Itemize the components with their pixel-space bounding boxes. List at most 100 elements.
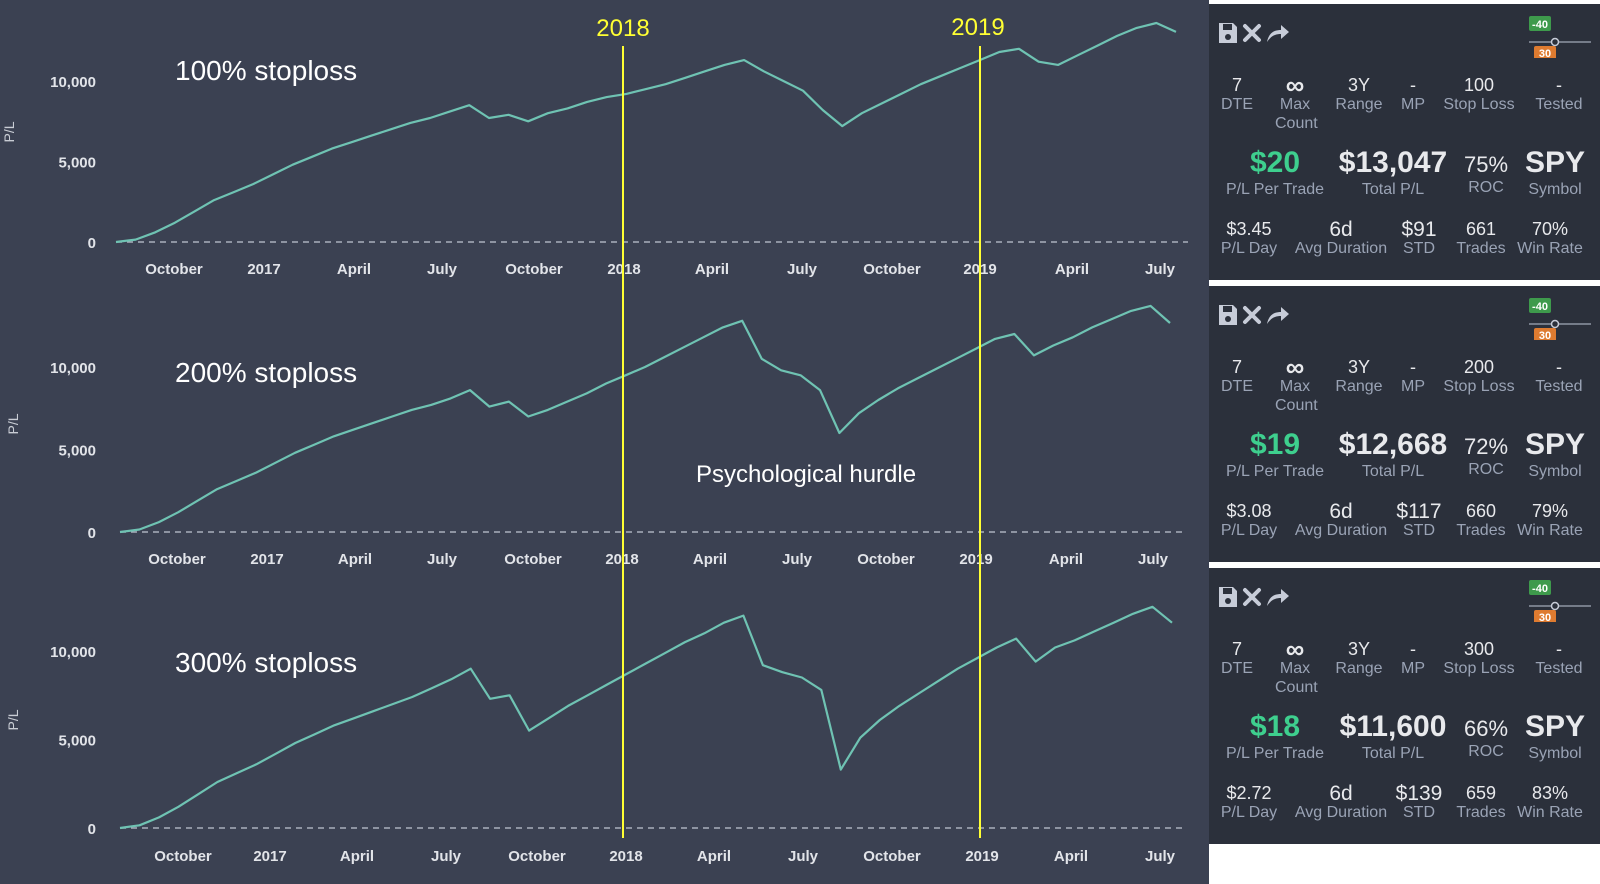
param-value: 3Y (1347, 639, 1371, 659)
param-tested: - Tested (1514, 358, 1600, 396)
y-axis-label: P/L (1, 121, 17, 142)
param-value: ∞ (1285, 634, 1305, 664)
param-dte: 7 DTE (1192, 640, 1282, 678)
metric-value: 6d (1329, 782, 1353, 805)
year-2018-label: 2018 (596, 15, 649, 42)
stats-panel: -40 30 7 DTE ∞ Max Count 3Y Range - MP 200 Stop Los… (1209, 286, 1600, 562)
x-tick-label: April (338, 551, 372, 568)
x-tick-label: July (431, 848, 462, 865)
stat-p-l-per-trade: $19 P/L Per Trade (1205, 428, 1345, 481)
stat-symbol: SPY Symbol (1485, 146, 1600, 199)
y-tick-label: 5,000 (58, 155, 96, 172)
param-value: 100 (1463, 75, 1495, 95)
stat-roc: 66% ROC (1416, 710, 1556, 761)
param-label: MP (1401, 660, 1425, 677)
param-label: Max Count (1275, 660, 1318, 696)
slider-lower-value: 30 (1539, 330, 1551, 340)
slider-upper-value: -40 (1532, 583, 1548, 595)
stat-total-p-l: $12,668 Total P/L (1323, 428, 1463, 481)
param-label: Stop Loss (1443, 96, 1515, 113)
stat-value: $11,600 (1339, 710, 1447, 743)
stat-roc: 72% ROC (1416, 428, 1556, 479)
metric-value: $117 (1396, 500, 1442, 523)
param-value: 300 (1463, 639, 1495, 659)
x-tick-label: April (697, 848, 731, 865)
metric-value: 79% (1531, 501, 1569, 521)
metric-value: 6d (1329, 218, 1353, 241)
metric-label: Trades (1456, 522, 1506, 539)
param-label: MP (1401, 96, 1425, 113)
metric-label: Avg Duration (1294, 240, 1388, 257)
param-max-count: ∞ Max Count (1250, 354, 1340, 415)
x-tick-label: April (1049, 551, 1083, 568)
x-tick-label: July (787, 261, 818, 278)
chart-title: 200% stoploss (175, 357, 357, 388)
close-icon[interactable] (1241, 20, 1263, 46)
metric-label: Avg Duration (1294, 522, 1388, 539)
stat-value: $20 (1249, 146, 1301, 179)
x-tick-label: April (693, 551, 727, 568)
stat-total-p-l: $11,600 Total P/L (1323, 710, 1463, 763)
panel-toolbar (1217, 20, 1289, 46)
param-value: - (1556, 357, 1562, 377)
metric-label: Win Rate (1517, 804, 1583, 821)
metric-label: Win Rate (1517, 522, 1583, 539)
stat-p-l-per-trade: $18 P/L Per Trade (1205, 710, 1345, 763)
metric-label: P/L Day (1220, 522, 1278, 539)
metric-value: 6d (1329, 500, 1353, 523)
stat-value: $12,668 (1338, 428, 1448, 461)
x-tick-label: July (1145, 848, 1176, 865)
metric-win-rate: 70% Win Rate (1495, 220, 1600, 258)
param-value: 7 (1231, 357, 1242, 377)
param-stop-loss: 300 Stop Loss (1434, 640, 1524, 678)
y-tick-label: 5,000 (58, 733, 96, 750)
metric-value: 83% (1531, 783, 1569, 803)
stat-p-l-per-trade: $20 P/L Per Trade (1205, 146, 1345, 199)
share-icon[interactable] (1265, 302, 1289, 328)
x-tick-label: July (427, 261, 458, 278)
backtest-charts-area: 0 5,000 10,000 P/L October 2017 April July Octob… (0, 0, 1209, 884)
close-icon[interactable] (1241, 584, 1263, 610)
stat-label: Symbol (1528, 745, 1582, 762)
delta-range-slider[interactable]: -40 30 (1521, 578, 1591, 624)
metric-label: Win Rate (1517, 240, 1583, 257)
share-icon[interactable] (1265, 584, 1289, 610)
param-label: Range (1335, 96, 1383, 113)
stat-roc: 75% ROC (1416, 146, 1556, 197)
stat-value: SPY (1524, 146, 1586, 179)
delta-range-slider[interactable]: -40 30 (1521, 296, 1591, 342)
x-tick-label: July (1145, 261, 1176, 278)
x-tick-label: October (504, 551, 562, 568)
param-value: 7 (1231, 75, 1242, 95)
param-label: Stop Loss (1443, 378, 1515, 395)
param-label: DTE (1221, 378, 1253, 395)
stat-label: ROC (1468, 461, 1504, 478)
param-tested: - Tested (1514, 76, 1600, 114)
slider-lower-value: 30 (1539, 48, 1551, 58)
x-tick-label: April (337, 261, 371, 278)
param-value: - (1410, 75, 1416, 95)
save-icon[interactable] (1217, 584, 1239, 610)
x-tick-label: July (1138, 551, 1169, 568)
param-value: ∞ (1285, 70, 1305, 100)
param-mp: - MP (1368, 358, 1458, 396)
metric-value: 660 (1465, 501, 1497, 521)
x-tick-label: 2019 (959, 551, 992, 568)
delta-range-slider[interactable]: -40 30 (1521, 14, 1591, 60)
stat-symbol: SPY Symbol (1485, 428, 1600, 481)
x-tick-label: April (340, 848, 374, 865)
stat-value: SPY (1524, 710, 1586, 743)
x-tick-label: 2017 (253, 848, 286, 865)
y-axis-label: P/L (5, 413, 21, 434)
metric-value: $3.08 (1226, 501, 1272, 521)
param-label: Tested (1535, 378, 1583, 395)
share-icon[interactable] (1265, 20, 1289, 46)
save-icon[interactable] (1217, 302, 1239, 328)
metric-win-rate: 83% Win Rate (1495, 784, 1600, 822)
x-tick-label: October (863, 261, 921, 278)
stat-label: Symbol (1528, 181, 1582, 198)
save-icon[interactable] (1217, 20, 1239, 46)
slider-upper-value: -40 (1532, 301, 1548, 313)
slider-lower-value: 30 (1539, 612, 1551, 622)
close-icon[interactable] (1241, 302, 1263, 328)
